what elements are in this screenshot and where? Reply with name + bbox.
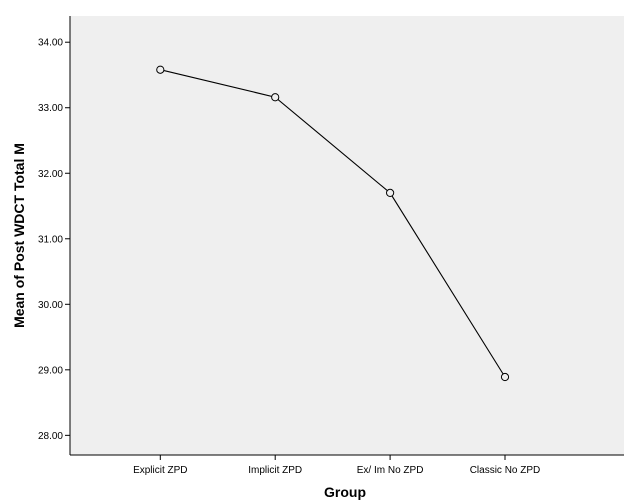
series	[156, 65, 510, 382]
data-point	[500, 372, 510, 382]
y-tick-label: 30.00	[38, 300, 63, 311]
y-tick-label: 34.00	[38, 38, 63, 49]
axes	[69, 16, 624, 456]
x-axis-title: Group	[324, 484, 366, 500]
x-ticks: Explicit ZPD Implicit ZPD Ex/ Im No ZPD Cla…	[133, 455, 540, 476]
y-tick-label: 29.00	[38, 365, 63, 376]
data-point	[156, 65, 165, 74]
x-tick-label: Ex/ Im No ZPD	[357, 465, 424, 476]
y-tick-label: 33.00	[38, 103, 63, 114]
x-tick-label: Explicit ZPD	[133, 465, 187, 476]
y-tick-label: 28.00	[38, 431, 63, 442]
x-tick-label: Classic No ZPD	[470, 465, 541, 476]
y-axis-title: Mean of Post WDCT Total M	[11, 143, 27, 328]
plot-area	[70, 16, 624, 455]
x-tick-label: Implicit ZPD	[248, 465, 302, 476]
y-tick-label: 32.00	[38, 169, 63, 180]
y-tick-label: 31.00	[38, 234, 63, 245]
data-point	[386, 188, 395, 198]
y-ticks: 28.00 29.00 30.00 31.00 32.00 33.00 34.00	[38, 38, 70, 442]
data-point	[271, 93, 280, 102]
series-line	[160, 69, 506, 378]
